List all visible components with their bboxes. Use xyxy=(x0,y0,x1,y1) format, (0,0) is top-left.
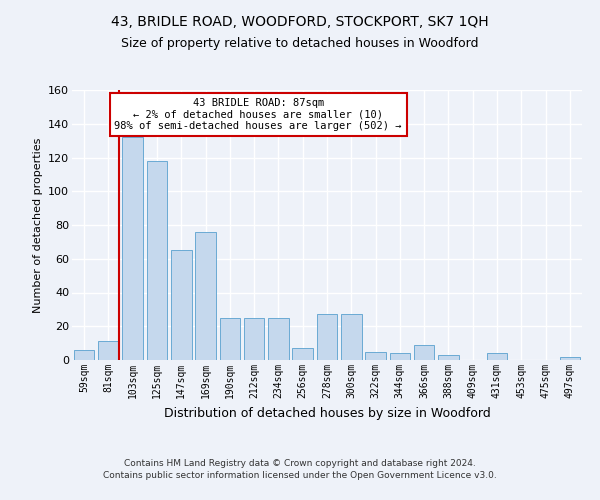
Text: Size of property relative to detached houses in Woodford: Size of property relative to detached ho… xyxy=(121,38,479,51)
Bar xyxy=(98,342,119,360)
Bar xyxy=(195,232,216,360)
Text: Contains HM Land Registry data © Crown copyright and database right 2024.
Contai: Contains HM Land Registry data © Crown c… xyxy=(103,458,497,480)
Bar xyxy=(438,355,459,360)
Bar xyxy=(341,314,362,360)
Text: 43, BRIDLE ROAD, WOODFORD, STOCKPORT, SK7 1QH: 43, BRIDLE ROAD, WOODFORD, STOCKPORT, SK… xyxy=(111,15,489,29)
Text: Distribution of detached houses by size in Woodford: Distribution of detached houses by size … xyxy=(164,408,490,420)
Bar xyxy=(389,353,410,360)
Bar xyxy=(244,318,265,360)
Bar xyxy=(487,353,508,360)
Bar xyxy=(171,250,191,360)
Bar xyxy=(317,314,337,360)
Bar xyxy=(292,348,313,360)
Bar xyxy=(414,345,434,360)
Text: 43 BRIDLE ROAD: 87sqm
← 2% of detached houses are smaller (10)
98% of semi-detac: 43 BRIDLE ROAD: 87sqm ← 2% of detached h… xyxy=(115,98,402,132)
Bar xyxy=(268,318,289,360)
Bar xyxy=(122,137,143,360)
Y-axis label: Number of detached properties: Number of detached properties xyxy=(32,138,43,312)
Bar xyxy=(560,356,580,360)
Bar xyxy=(146,161,167,360)
Bar xyxy=(74,350,94,360)
Bar xyxy=(220,318,240,360)
Bar xyxy=(365,352,386,360)
